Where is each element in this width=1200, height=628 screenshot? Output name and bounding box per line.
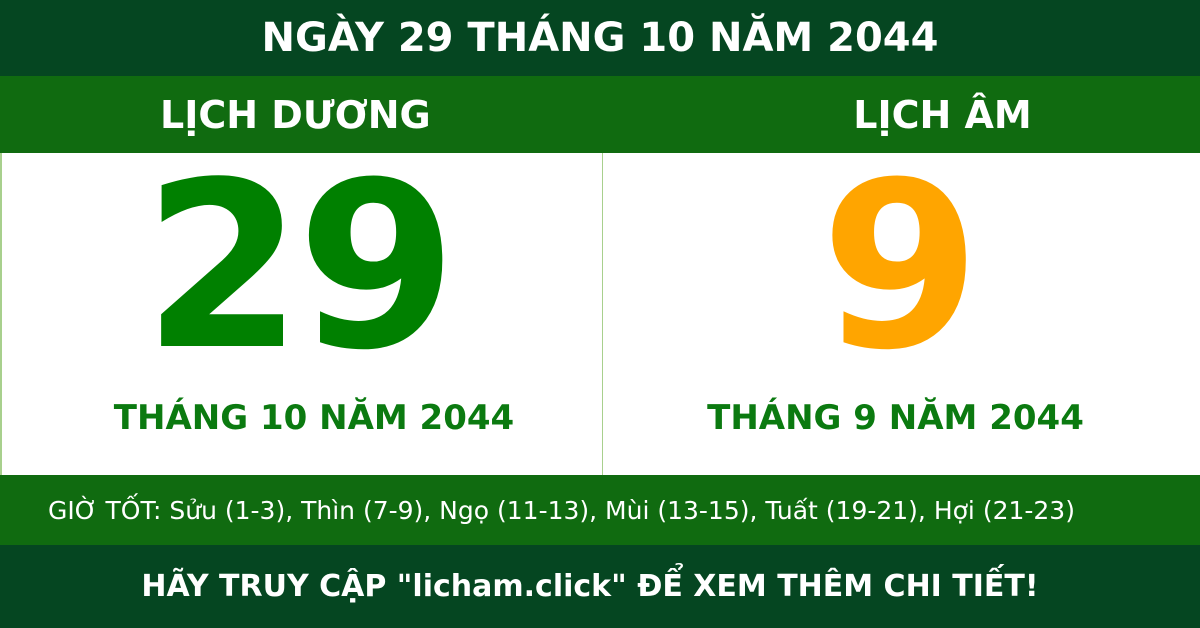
lunar-column: 9 THÁNG 9 NĂM 2044 <box>602 153 1200 475</box>
good-hours: GIỜ TỐT: Sửu (1-3), Thìn (7-9), Ngọ (11-… <box>0 475 1200 545</box>
lunar-month-year: THÁNG 9 NĂM 2044 <box>707 398 1084 438</box>
solar-month-year: THÁNG 10 NĂM 2044 <box>113 398 515 438</box>
solar-header: LỊCH DƯƠNG <box>160 92 431 137</box>
lunar-header: LỊCH ÂM <box>853 92 1032 137</box>
solar-day: 29 <box>142 134 457 401</box>
page-title: NGÀY 29 THÁNG 10 NĂM 2044 <box>0 0 1200 76</box>
lunar-day: 9 <box>820 134 980 401</box>
solar-column: 29 THÁNG 10 NĂM 2044 <box>2 153 602 475</box>
calendar-body: 29 THÁNG 10 NĂM 2044 9 THÁNG 9 NĂM 2044 <box>0 153 1200 475</box>
footer-cta: HÃY TRUY CẬP "licham.click" ĐỂ XEM THÊM … <box>0 545 1200 628</box>
calendar-headers: LỊCH DƯƠNG LỊCH ÂM <box>0 76 1200 153</box>
